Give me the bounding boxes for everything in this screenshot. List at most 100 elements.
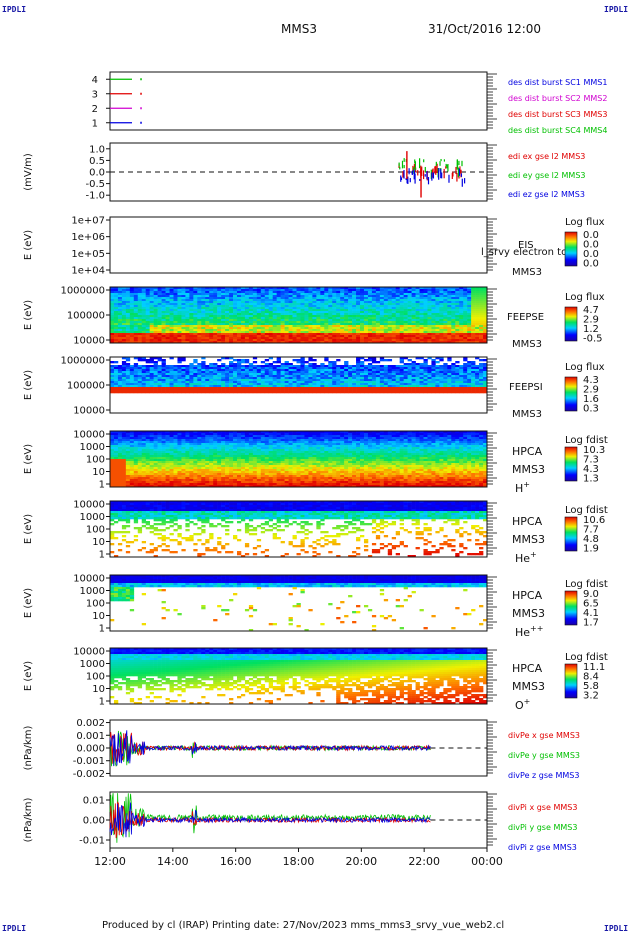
spectrogram-cell — [371, 385, 377, 388]
spectrogram-cell — [268, 319, 274, 322]
spectrogram-cell — [320, 383, 325, 386]
spectrogram-cell — [133, 309, 139, 312]
spectrogram-cell — [296, 359, 301, 362]
spectrogram-cell — [149, 379, 154, 382]
spectrogram-cell — [443, 365, 448, 368]
spectrogram-cell — [185, 299, 190, 302]
spectrogram-cell — [356, 295, 361, 298]
spectrogram-cell — [145, 385, 150, 388]
spectrogram-cell — [399, 373, 404, 376]
spectrogram-cell — [268, 335, 274, 338]
spectrogram-cell — [217, 305, 222, 308]
spectrogram-cell — [336, 299, 341, 302]
spectrogram-cell — [252, 297, 258, 300]
series-legend-label: des dist burst SC3 MMS3 — [508, 110, 607, 119]
spectrogram-cell — [395, 319, 400, 322]
spectrogram-cell — [149, 483, 154, 486]
spectrogram-cell — [157, 315, 162, 318]
spectrogram-cell — [256, 287, 262, 290]
spectrogram-cell — [201, 289, 206, 292]
spectrogram-cell — [447, 387, 452, 390]
spectrogram-cell — [153, 287, 158, 290]
spectrogram-cell — [463, 367, 468, 370]
spectrogram-cell — [149, 473, 154, 476]
spectrogram-cell — [268, 309, 274, 312]
spectrogram-cell — [244, 385, 250, 388]
spectrogram-cell — [252, 361, 258, 364]
spectrogram-cell — [356, 365, 361, 368]
spectrogram-cell — [360, 333, 365, 336]
spectrogram-cell — [324, 375, 329, 378]
spectrogram-cell — [423, 381, 428, 384]
spectrogram-cell — [197, 309, 202, 312]
spectrogram-cell — [244, 299, 250, 302]
spectrogram-cell — [225, 307, 230, 310]
spectrogram-cell — [320, 325, 325, 328]
spectrogram-cell — [415, 307, 420, 310]
spectrogram-cell — [475, 317, 480, 320]
spectrogram-cell — [110, 451, 115, 454]
spectrogram-cell — [296, 325, 301, 328]
spectrogram-cell — [403, 337, 408, 340]
spectrogram-cell — [391, 287, 397, 290]
spectrogram-cell — [133, 313, 139, 316]
spectrogram-cell — [332, 377, 337, 380]
spectrogram-cell — [324, 383, 329, 386]
spectrogram-cell — [236, 389, 242, 392]
spectrogram-cell — [348, 311, 353, 314]
spectrogram-cell — [340, 309, 345, 312]
spectrogram-cell — [475, 311, 480, 314]
spectrogram-cell — [312, 331, 317, 334]
spectrogram-cell — [304, 313, 309, 316]
spectrogram-cell — [260, 325, 266, 328]
spectrogram-cell — [133, 357, 139, 360]
spectrogram-cell — [157, 301, 162, 304]
spectrogram-cell — [320, 369, 325, 372]
spectrogram-cell — [137, 379, 143, 382]
spectrogram-cell — [129, 389, 135, 392]
spectrogram-cell — [252, 387, 258, 390]
spectrogram-cell — [121, 443, 127, 446]
spectrogram-cell — [113, 467, 119, 470]
spectrogram-cell — [236, 333, 242, 336]
spectrogram-cell — [399, 391, 404, 394]
spectrogram-cell — [153, 471, 158, 474]
spectrogram-cell — [439, 299, 444, 302]
spectrogram-cell — [236, 309, 242, 312]
spectrogram-cell — [407, 315, 412, 318]
spectrogram-cell — [229, 339, 234, 342]
spectrogram-cell — [153, 313, 158, 316]
spectrogram-cell — [379, 367, 385, 370]
spectrogram-cell — [121, 357, 127, 360]
spectrogram-cell — [117, 475, 123, 478]
spectrogram-cell — [189, 391, 194, 394]
spectrogram-cell — [272, 289, 277, 292]
spectrogram-cell — [419, 391, 424, 394]
spectrogram-cell — [185, 295, 190, 298]
spectrogram-cell — [161, 443, 166, 446]
spectrogram-cell — [367, 387, 373, 390]
spectrogram-cell — [292, 339, 297, 342]
spectrogram-cell — [133, 297, 139, 300]
spectrogram-cell — [431, 363, 436, 366]
spectrogram-cell — [260, 335, 266, 338]
spectrogram-cell — [276, 317, 281, 320]
spectrogram-cell — [387, 377, 393, 380]
spectrogram-cell — [117, 315, 123, 318]
spectrogram-cell — [447, 295, 452, 298]
spectrogram-cell — [447, 377, 452, 380]
spectrogram-cell — [225, 381, 230, 384]
spectrogram-cell — [157, 307, 162, 310]
spectrogram-cell — [201, 369, 206, 372]
spectrogram-cell — [189, 461, 194, 464]
spectrogram-cell — [256, 379, 262, 382]
spectrogram-cell — [260, 391, 266, 394]
spectrogram-cell — [363, 389, 369, 392]
spectrogram-cell — [248, 299, 254, 302]
spectrogram-cell — [225, 341, 230, 344]
spectrogram-cell — [125, 455, 131, 458]
spectrogram-cell — [201, 309, 206, 312]
spectrogram-cell — [415, 327, 420, 330]
spectrogram-cell — [129, 431, 135, 434]
spectrogram-cell — [348, 335, 353, 338]
